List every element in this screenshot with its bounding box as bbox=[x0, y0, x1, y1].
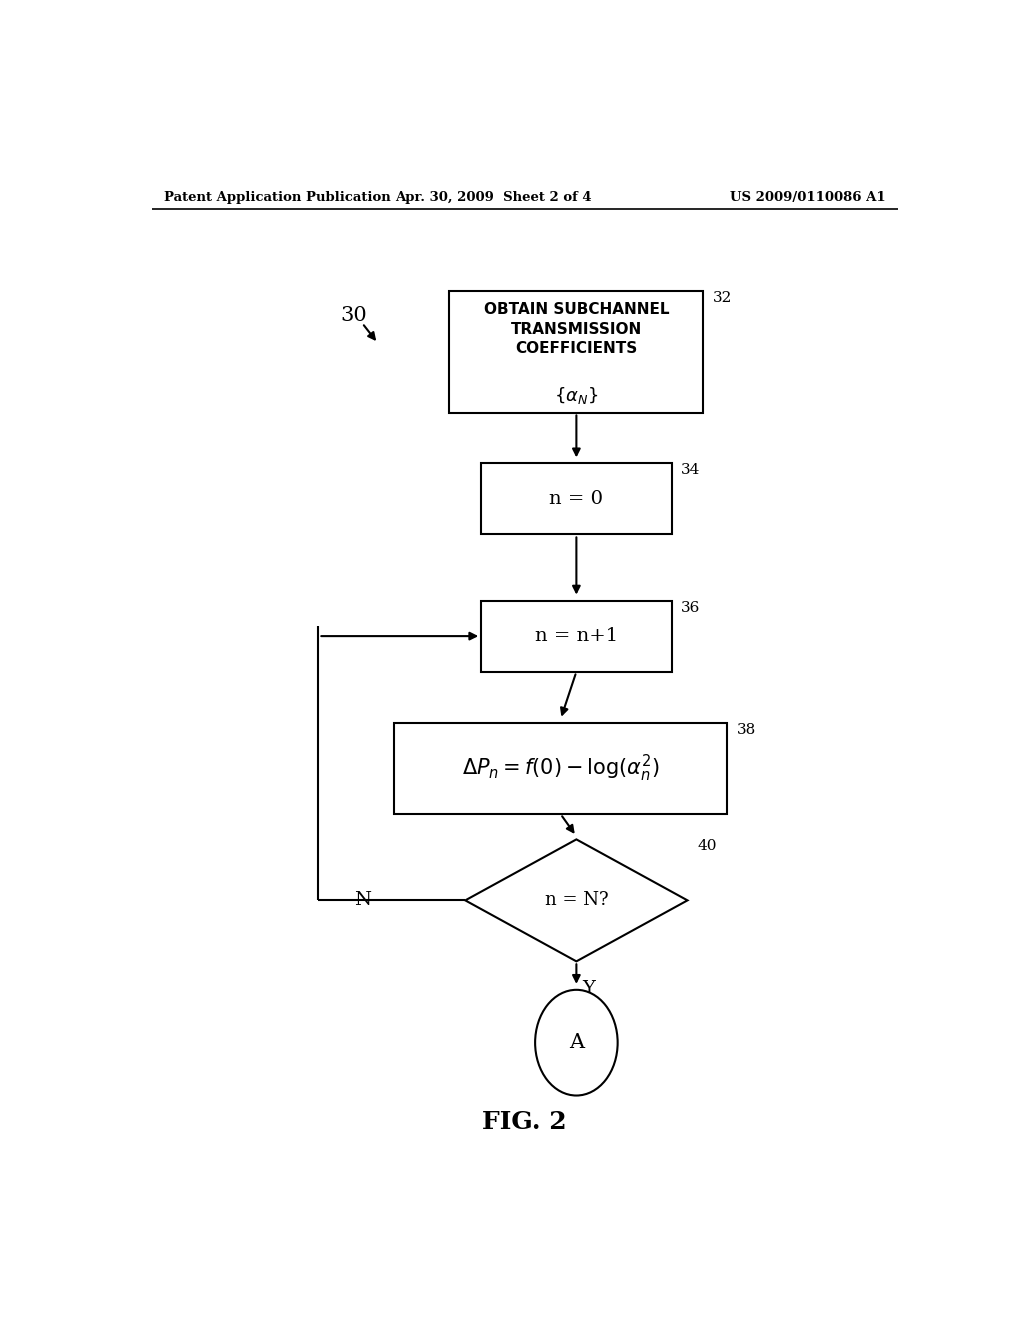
Polygon shape bbox=[465, 840, 687, 961]
Text: N: N bbox=[353, 891, 371, 909]
Text: Patent Application Publication: Patent Application Publication bbox=[164, 190, 390, 203]
Text: OBTAIN SUBCHANNEL
TRANSMISSION
COEFFICIENTS: OBTAIN SUBCHANNEL TRANSMISSION COEFFICIE… bbox=[483, 302, 669, 356]
Text: FIG. 2: FIG. 2 bbox=[482, 1110, 567, 1134]
FancyBboxPatch shape bbox=[450, 290, 703, 412]
FancyBboxPatch shape bbox=[481, 601, 672, 672]
Text: 36: 36 bbox=[681, 601, 700, 615]
Text: $\Delta P_n = f(0)-\log(\alpha_n^2)$: $\Delta P_n = f(0)-\log(\alpha_n^2)$ bbox=[462, 752, 659, 784]
Text: Apr. 30, 2009  Sheet 2 of 4: Apr. 30, 2009 Sheet 2 of 4 bbox=[394, 190, 592, 203]
Text: 32: 32 bbox=[713, 290, 732, 305]
Text: 40: 40 bbox=[697, 840, 717, 854]
Text: n = N?: n = N? bbox=[545, 891, 608, 909]
Text: A: A bbox=[568, 1034, 584, 1052]
Text: 34: 34 bbox=[681, 463, 700, 478]
Text: Y: Y bbox=[582, 979, 595, 998]
Text: n = n+1: n = n+1 bbox=[535, 627, 617, 645]
Text: $\{\alpha_N\}$: $\{\alpha_N\}$ bbox=[554, 384, 599, 405]
Text: 38: 38 bbox=[736, 722, 756, 737]
FancyBboxPatch shape bbox=[394, 722, 727, 814]
Text: 30: 30 bbox=[341, 306, 368, 326]
FancyBboxPatch shape bbox=[481, 463, 672, 535]
Circle shape bbox=[536, 990, 617, 1096]
Text: n = 0: n = 0 bbox=[550, 490, 603, 508]
Text: US 2009/0110086 A1: US 2009/0110086 A1 bbox=[730, 190, 886, 203]
